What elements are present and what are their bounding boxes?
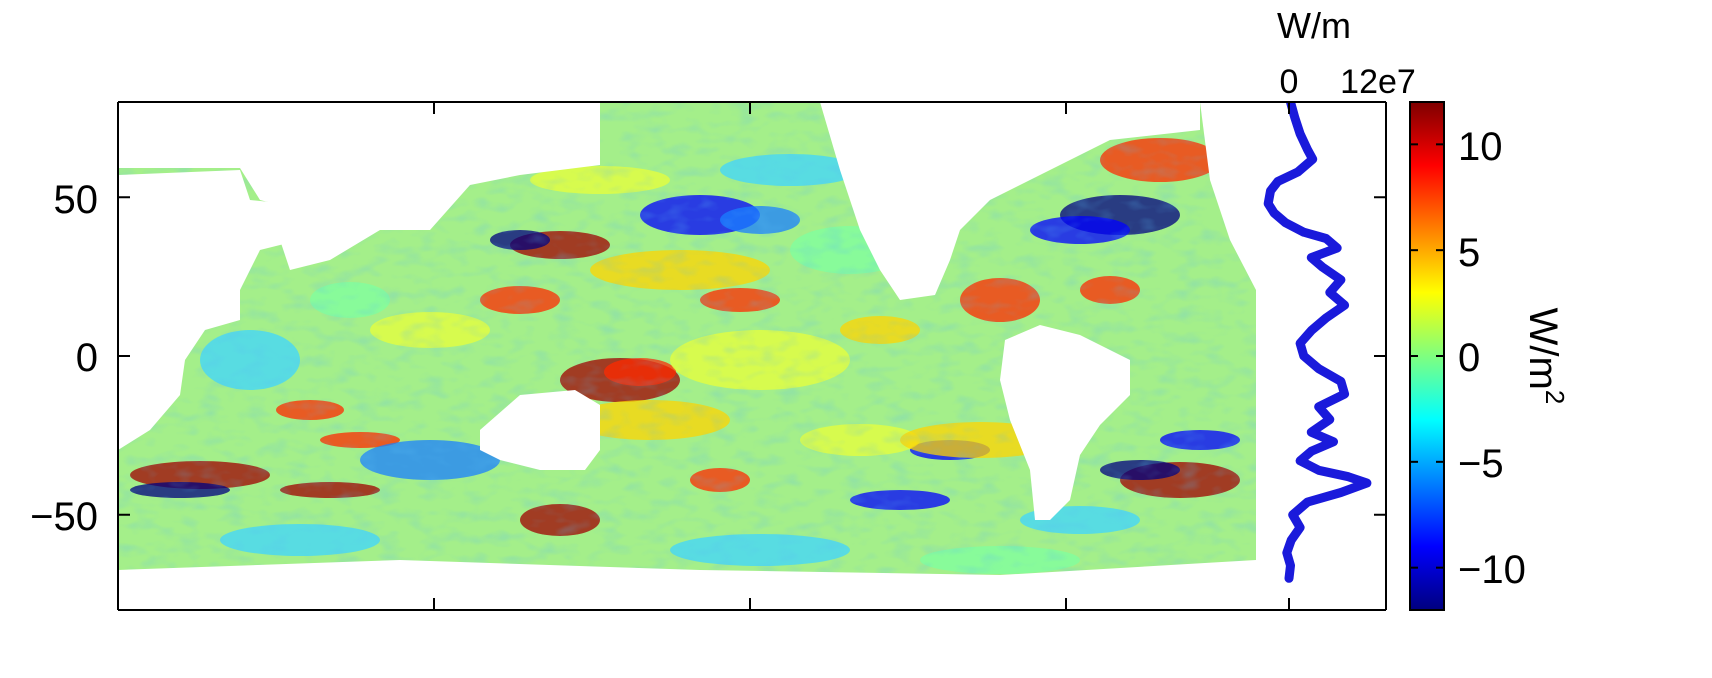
land-mask [118,560,1256,610]
colorbar-tick-label-minus-10: −10 [1458,548,1526,592]
y-tick-label-50: 50 [54,178,99,222]
land-mask [280,102,600,270]
colorbar: 10 5 0 −5 −10 W/m2 [1409,101,1570,611]
y-ticks [118,196,1386,516]
land-mask [1000,325,1130,520]
colorbar-tick-label-0: 0 [1458,336,1480,380]
map-panel [118,102,1386,610]
colorbar-label: W/m2 [1521,308,1570,405]
colorbar-tick-label-minus-5: −5 [1458,442,1504,486]
y-tick-label-minus-50: −50 [30,495,98,539]
colorbar-tick-label-5: 5 [1458,231,1480,275]
profile-x-tick-label: 12e7 [1340,63,1416,101]
profile-line [1263,102,1372,583]
colorbar-tick-label-10: 10 [1458,125,1503,169]
profile-x-tick-label: 0 [1280,63,1299,101]
colorbar-ticks [1410,143,1444,569]
x-ticks [433,102,1067,610]
land-mask [820,102,1200,300]
colorbar-label-exponent: 2 [1540,390,1570,404]
land-mask [118,170,300,450]
y-tick-label-0: 0 [76,336,98,380]
profile-panel: W/m 0 12e7 [1256,5,1416,610]
land-mask [1200,102,1256,290]
profile-unit-label: W/m [1277,5,1351,46]
land-mask [480,390,600,470]
colorbar-label-base: W/m [1521,308,1565,390]
axes: 50 0 −50 [30,101,1387,611]
land-masks [118,102,1256,610]
